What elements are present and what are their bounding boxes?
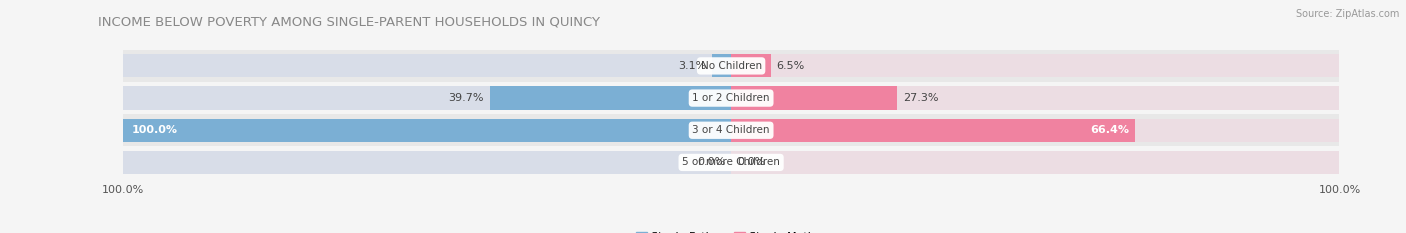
Text: Source: ZipAtlas.com: Source: ZipAtlas.com [1295,9,1399,19]
Bar [731,54,1340,78]
Legend: Single Father, Single Mother: Single Father, Single Mother [631,227,831,233]
Bar [122,50,1340,82]
Text: 5 or more Children: 5 or more Children [682,158,780,168]
Bar [122,146,1340,178]
Bar [122,54,731,78]
Text: 66.4%: 66.4% [1090,125,1129,135]
Text: 3.1%: 3.1% [678,61,706,71]
Bar [122,119,731,142]
Text: 1 or 2 Children: 1 or 2 Children [692,93,770,103]
Bar [731,86,897,110]
Bar [731,86,1340,110]
Bar [731,151,1340,174]
Bar [731,119,1135,142]
Bar [122,82,1340,114]
Text: 100.0%: 100.0% [132,125,179,135]
Bar [489,86,731,110]
Text: 0.0%: 0.0% [697,158,725,168]
Bar [713,54,731,78]
Text: 6.5%: 6.5% [776,61,806,71]
Text: No Children: No Children [700,61,762,71]
Bar [122,151,731,174]
Bar [122,114,1340,146]
Bar [731,54,770,78]
Bar [731,119,1340,142]
Text: 39.7%: 39.7% [449,93,484,103]
Text: 3 or 4 Children: 3 or 4 Children [692,125,770,135]
Bar [122,86,731,110]
Text: INCOME BELOW POVERTY AMONG SINGLE-PARENT HOUSEHOLDS IN QUINCY: INCOME BELOW POVERTY AMONG SINGLE-PARENT… [98,16,600,29]
Text: 0.0%: 0.0% [737,158,765,168]
Text: 27.3%: 27.3% [903,93,939,103]
Bar [122,119,731,142]
